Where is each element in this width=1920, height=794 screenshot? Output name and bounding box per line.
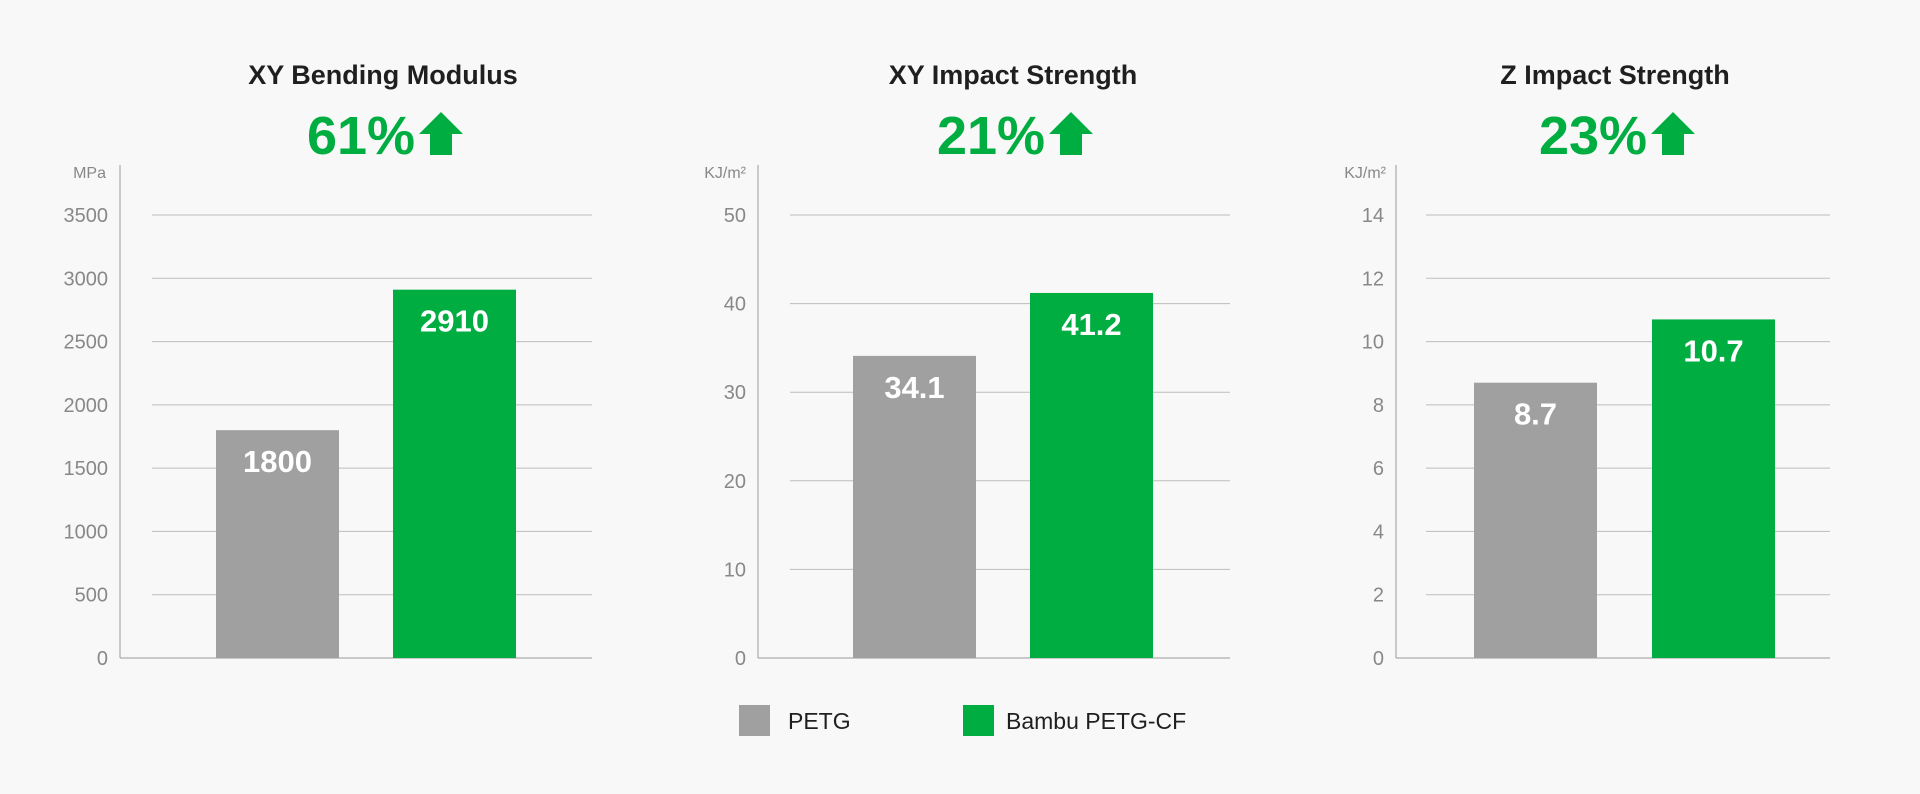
y-tick-label: 6 — [1373, 458, 1384, 480]
y-tick-label: 0 — [1373, 648, 1384, 670]
bar-petg-cf — [393, 289, 516, 658]
chart-panel-2: XY Impact Strength 21% KJ/m² 0 10 20 30 40 50 34.… — [704, 60, 1230, 670]
chart-title: Z Impact Strength — [1500, 60, 1730, 90]
bar-petg — [1474, 382, 1597, 658]
y-tick-label: 12 — [1362, 268, 1384, 290]
up-arrow-icon — [1049, 112, 1093, 155]
legend-item: Bambu PETG-CF — [963, 705, 1186, 736]
y-tick-label: 1000 — [64, 521, 109, 543]
legend-label: Bambu PETG-CF — [1006, 708, 1186, 734]
y-tick-label: 50 — [724, 205, 746, 227]
y-tick-label: 10 — [1362, 332, 1384, 354]
improvement-group: 61% — [307, 106, 463, 166]
chart-title: XY Bending Modulus — [248, 60, 518, 90]
y-tick-label: 20 — [724, 471, 746, 493]
y-tick-label: 2 — [1373, 585, 1384, 607]
legend-item: PETG — [739, 705, 851, 736]
y-tick-label: 1500 — [64, 458, 109, 480]
y-tick-label: 500 — [75, 585, 108, 607]
up-arrow-icon — [1651, 112, 1695, 155]
chart-panel-1: XY Bending Modulus 61% MPa 0 500 1000 1500 2000… — [64, 60, 592, 670]
legend-label: PETG — [788, 708, 851, 734]
y-tick-label: 8 — [1373, 395, 1384, 417]
y-tick-label: 14 — [1362, 205, 1384, 227]
improvement-percent: 21% — [937, 106, 1045, 166]
y-axis-unit: MPa — [73, 165, 106, 182]
bar-petg-cf — [1652, 319, 1775, 658]
chart-panel-3: Z Impact Strength 23% KJ/m² 0 2 4 6 8 10 12 14 8.7 1… — [1344, 60, 1830, 670]
bar-petg — [853, 355, 976, 658]
bar-value-label: 10.7 — [1683, 333, 1743, 368]
y-tick-label: 40 — [724, 294, 746, 316]
bar-petg — [216, 430, 339, 658]
y-axis-unit: KJ/m² — [1344, 165, 1386, 182]
bar-value-label: 1800 — [243, 444, 312, 479]
y-tick-label: 0 — [97, 648, 108, 670]
y-tick-label: 3500 — [64, 205, 109, 227]
bar-value-label: 34.1 — [884, 370, 944, 405]
legend-swatch — [963, 705, 994, 736]
improvement-group: 23% — [1539, 106, 1695, 166]
y-tick-label: 0 — [735, 648, 746, 670]
y-tick-label: 2500 — [64, 332, 109, 354]
bar-petg-cf — [1030, 292, 1153, 658]
legend-swatch — [739, 705, 770, 736]
up-arrow-icon — [419, 112, 463, 155]
y-tick-label: 2000 — [64, 395, 109, 417]
y-tick-label: 30 — [724, 382, 746, 404]
improvement-percent: 23% — [1539, 106, 1647, 166]
bar-value-label: 41.2 — [1061, 307, 1121, 342]
chart-title: XY Impact Strength — [889, 60, 1138, 90]
y-tick-label: 10 — [724, 559, 746, 581]
legend: PETG Bambu PETG-CF — [739, 705, 1186, 736]
y-axis-unit: KJ/m² — [704, 165, 746, 182]
bar-value-label: 2910 — [420, 304, 489, 339]
bar-value-label: 8.7 — [1514, 397, 1557, 432]
y-tick-label: 4 — [1373, 521, 1384, 543]
improvement-percent: 61% — [307, 106, 415, 166]
y-tick-label: 3000 — [64, 268, 109, 290]
improvement-group: 21% — [937, 106, 1093, 166]
